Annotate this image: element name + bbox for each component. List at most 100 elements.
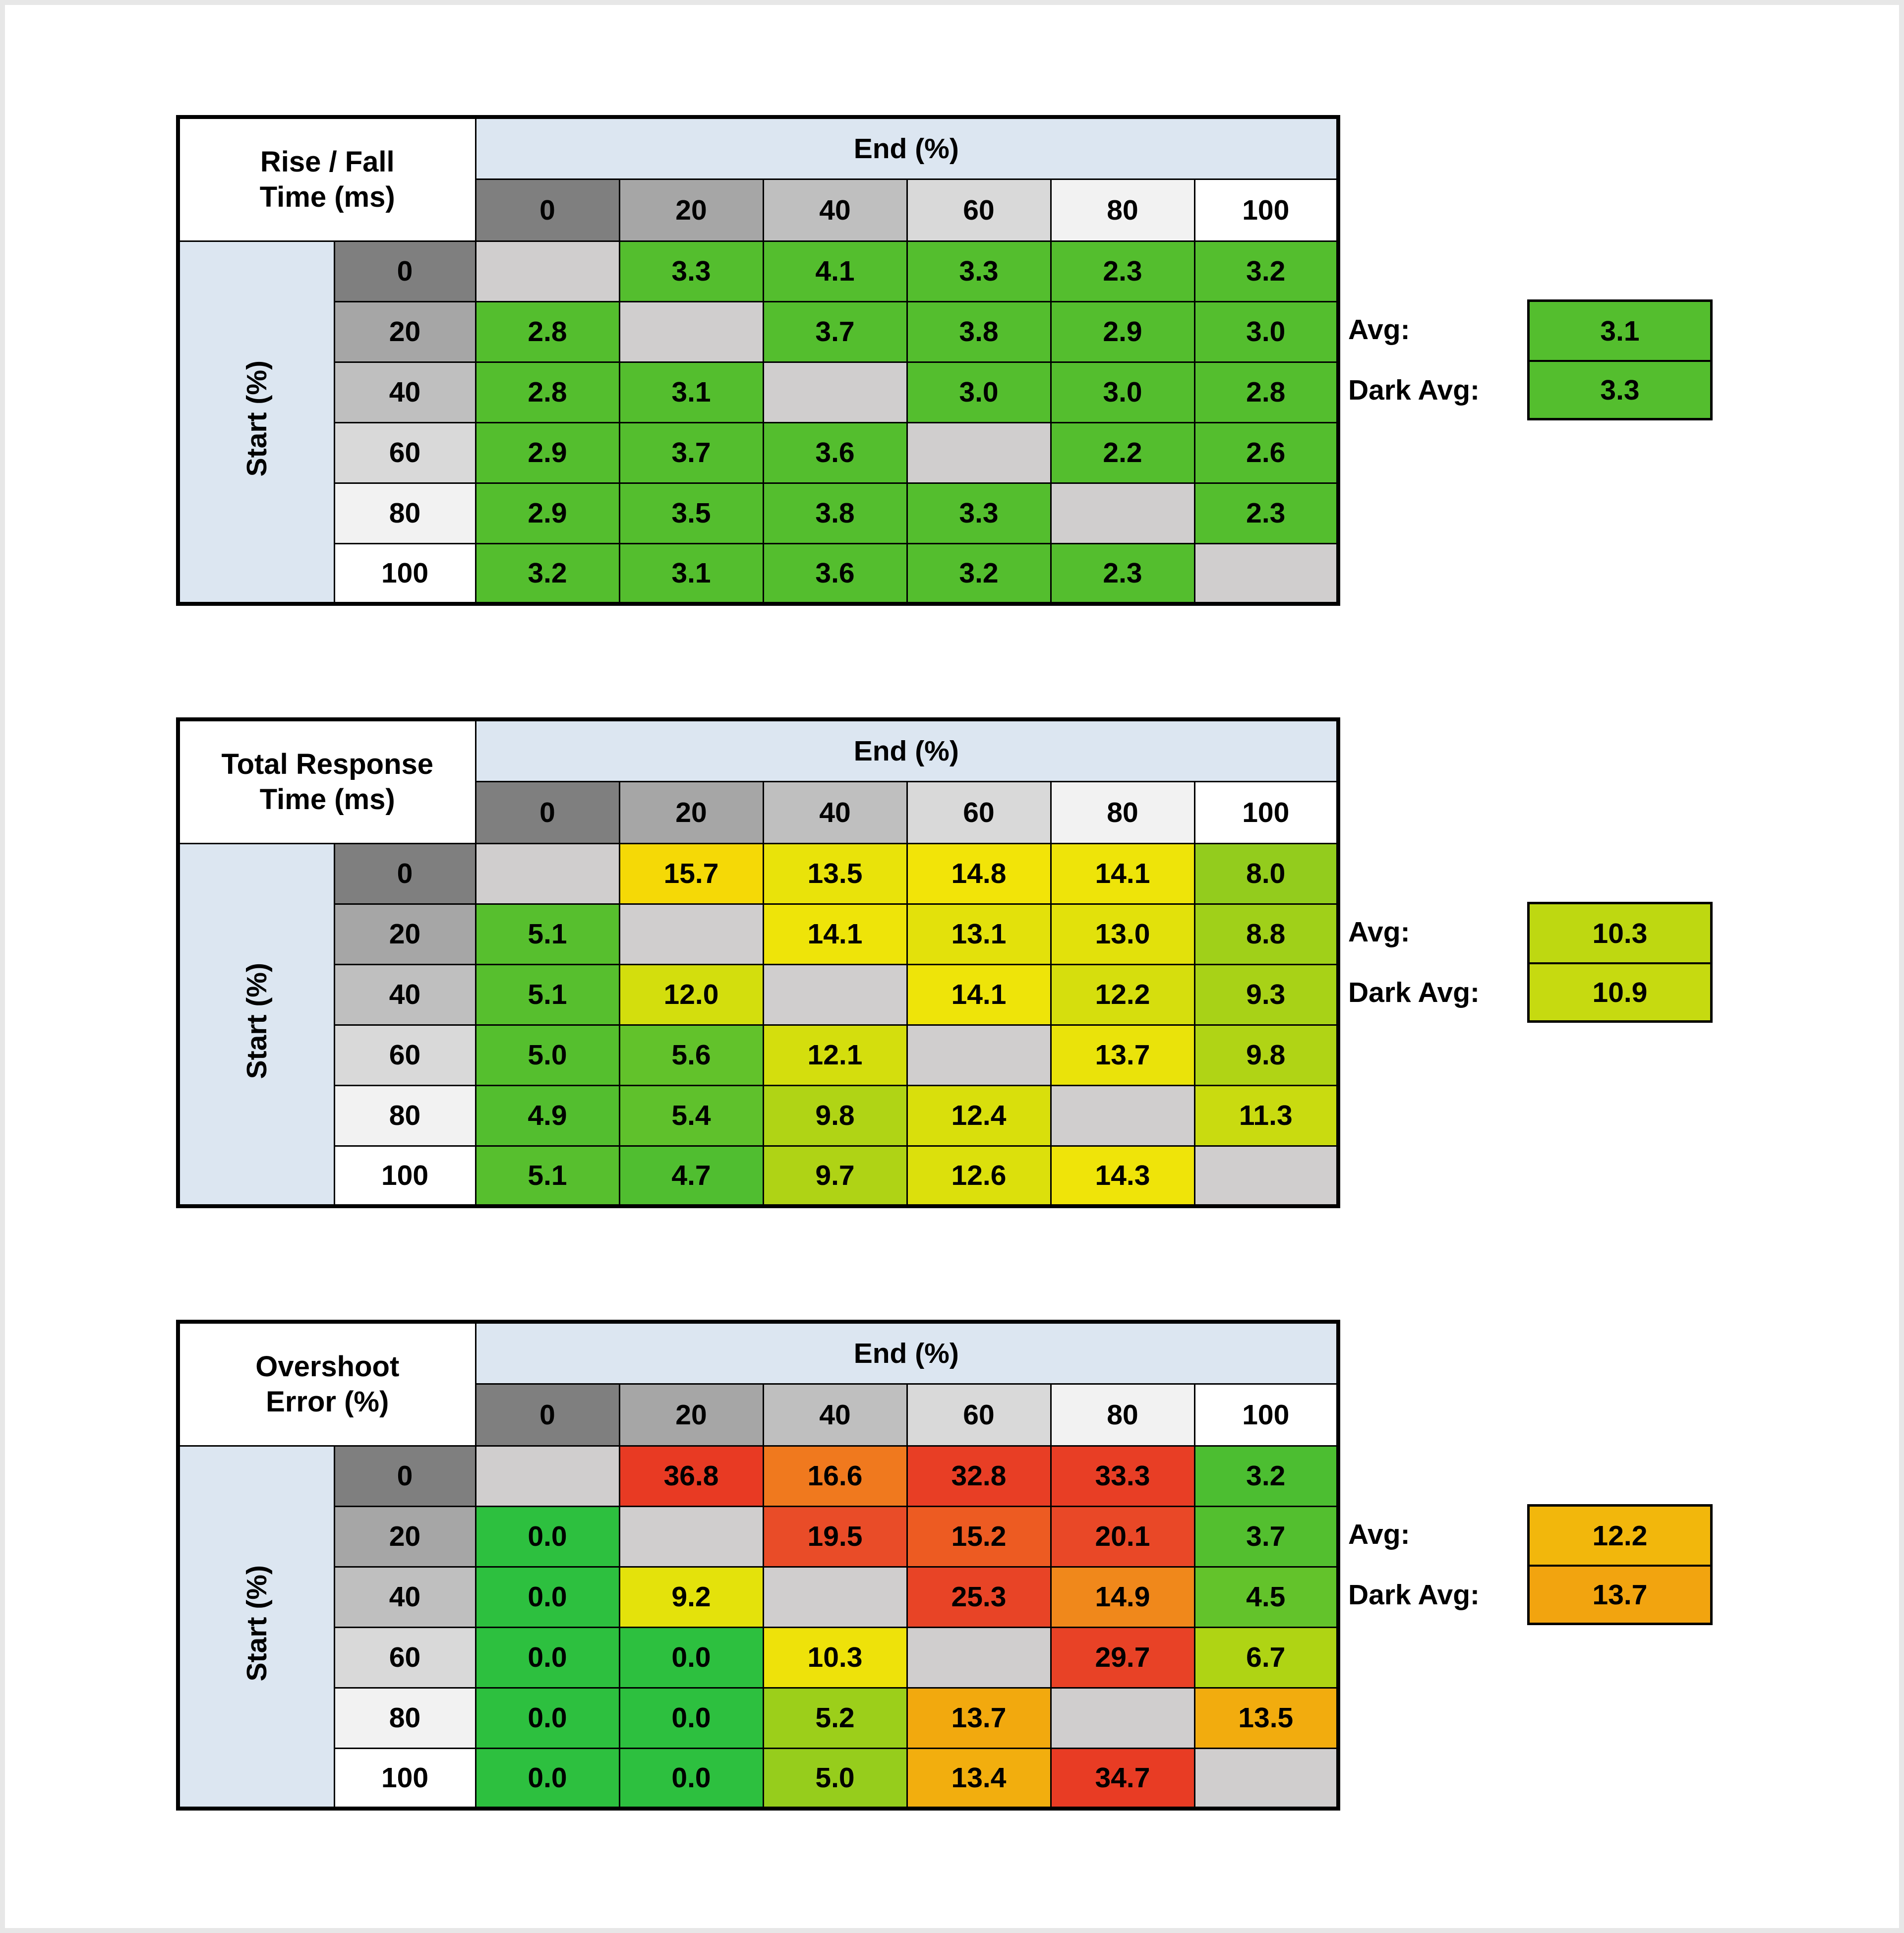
total-response-time-cell-0-60: 14.8 [906,842,1052,905]
rise-fall-time-cell-20-0: 2.8 [475,300,620,363]
overshoot-error-cell-40-0: 0.0 [475,1566,620,1628]
overshoot-error-cell-0-80: 33.3 [1050,1445,1195,1507]
overshoot-error-diagonal-60-60 [906,1626,1052,1689]
overshoot-error-cell-40-20: 9.2 [618,1566,764,1628]
total-response-time-cell-0-40: 13.5 [762,842,908,905]
end-header-20: 20 [618,780,764,844]
rise-fall-time-cell-0-80: 2.3 [1050,240,1195,302]
total-response-time-cell-60-100: 9.8 [1193,1024,1339,1086]
avg-label: Avg: [1348,314,1410,346]
rise-fall-time-cell-60-0: 2.9 [475,421,620,484]
end-header-20: 20 [618,1383,764,1447]
rise-fall-time-diagonal-0-0 [475,240,620,302]
total-response-time-cell-60-20: 5.6 [618,1024,764,1086]
overshoot-error-diagonal-40-40 [762,1566,908,1628]
rise-fall-time-cell-60-100: 2.6 [1193,421,1339,484]
rise-fall-time-diagonal-80-80 [1050,482,1195,544]
start-header-40: 40 [333,361,476,423]
overshoot-error-title-line-2: Error (%) [266,1386,389,1418]
rise-fall-time-diagonal-60-60 [906,421,1052,484]
rise-fall-time-cell-40-0: 2.8 [475,361,620,423]
end-header-80: 80 [1050,178,1195,242]
end-header-0: 0 [475,1383,620,1447]
total-response-time-cell-40-80: 12.2 [1050,963,1195,1026]
overshoot-error-avg-stack: 12.2 13.7 [1527,1504,1713,1625]
total-response-time-cell-20-40: 14.1 [762,903,908,965]
total-response-time-cell-80-60: 12.4 [906,1084,1052,1147]
rise-fall-time-cell-0-20: 3.3 [618,240,764,302]
total-response-table: Total Response Time (ms) End (%) 0 20 40 60 80 1… [176,717,1341,1208]
total-response-time-title-line-1: Total Response [221,748,434,781]
start-header-100: 100 [333,1747,476,1810]
end-axis-header: End (%) [475,1321,1339,1385]
start-axis-header: Start (%) [177,240,335,605]
rise-fall-time-cell-20-80: 2.9 [1050,300,1195,363]
overshoot-error-cell-0-100: 3.2 [1193,1445,1339,1507]
dark-avg-value-box: 13.7 [1530,1565,1710,1623]
total-response-time-title: Total Response Time (ms) [177,718,476,844]
rise-fall-time-cell-20-60: 3.8 [906,300,1052,363]
rise-fall-time-cell-40-20: 3.1 [618,361,764,423]
end-header-100: 100 [1193,780,1339,844]
start-header-100: 100 [333,1145,476,1207]
total-response-time-cell-80-40: 9.8 [762,1084,908,1147]
overshoot-error-cell-0-20: 36.8 [618,1445,764,1507]
rise-fall-time-cell-60-20: 3.7 [618,421,764,484]
total-response-time-cell-40-0: 5.1 [475,963,620,1026]
rise-fall-time-title-line-2: Time (ms) [259,181,395,214]
total-response-time-cell-80-0: 4.9 [475,1084,620,1147]
total-response-time-cell-40-60: 14.1 [906,963,1052,1026]
end-header-100: 100 [1193,178,1339,242]
rise-fall-time-diagonal-100-100 [1193,542,1339,605]
total-response-time-cell-100-60: 12.6 [906,1145,1052,1207]
overshoot-error-title-line-1: Overshoot [255,1350,400,1383]
dark-avg-label: Dark Avg: [1348,1579,1480,1611]
overshoot-error-cell-40-80: 14.9 [1050,1566,1195,1628]
end-header-40: 40 [762,178,908,242]
overshoot-error-title: Overshoot Error (%) [177,1321,476,1447]
start-header-60: 60 [333,421,476,484]
overshoot-error-cell-20-0: 0.0 [475,1505,620,1568]
start-header-80: 80 [333,482,476,544]
avg-value-box: 10.3 [1530,904,1710,962]
overshoot-error-cell-0-60: 32.8 [906,1445,1052,1507]
rise-fall-time-cell-80-100: 2.3 [1193,482,1339,544]
rise-fall-time-avg-stack: 3.1 3.3 [1527,299,1713,420]
end-axis-header: End (%) [475,116,1339,180]
start-header-60: 60 [333,1626,476,1689]
overshoot-error-cell-60-100: 6.7 [1193,1626,1339,1689]
total-response-time-cell-20-0: 5.1 [475,903,620,965]
start-header-20: 20 [333,903,476,965]
rise-fall-time-cell-100-0: 3.2 [475,542,620,605]
total-response-time-cell-100-0: 5.1 [475,1145,620,1207]
total-response-time-cell-100-80: 14.3 [1050,1145,1195,1207]
overshoot-error-cell-100-20: 0.0 [618,1747,764,1810]
end-header-0: 0 [475,780,620,844]
rise-fall-time-cell-100-60: 3.2 [906,542,1052,605]
rise-fall-table: Rise / Fall Time (ms) End (%) 0 20 40 60 80 100 S… [176,115,1341,606]
overshoot-error-cell-60-0: 0.0 [475,1626,620,1689]
overshoot-table: Overshoot Error (%) End (%) 0 20 40 60 80 100 Sta… [176,1320,1341,1811]
overshoot-error-cell-100-0: 0.0 [475,1747,620,1810]
start-axis-label: Start (%) [240,1565,273,1681]
end-axis-header: End (%) [475,718,1339,782]
rise-fall-time-cell-100-40: 3.6 [762,542,908,605]
start-header-100: 100 [333,542,476,605]
start-header-0: 0 [333,1445,476,1507]
rise-fall-time-diagonal-20-20 [618,300,764,363]
start-header-20: 20 [333,300,476,363]
overshoot-error-diagonal-100-100 [1193,1747,1339,1810]
dark-avg-label: Dark Avg: [1348,374,1480,406]
avg-value-box: 12.2 [1530,1507,1710,1565]
total-response-time-cell-20-100: 8.8 [1193,903,1339,965]
overshoot-error-diagonal-20-20 [618,1505,764,1568]
overshoot-error-cell-100-60: 13.4 [906,1747,1052,1810]
total-response-time-diagonal-60-60 [906,1024,1052,1086]
rise-fall-block: Rise / Fall Time (ms) End (%) 0 20 40 60 80 100 S… [176,115,1892,606]
overshoot-error-diagonal-80-80 [1050,1687,1195,1749]
rise-fall-time-cell-40-80: 3.0 [1050,361,1195,423]
start-header-40: 40 [333,1566,476,1628]
rise-fall-time-cell-80-20: 3.5 [618,482,764,544]
total-response-time-cell-0-80: 14.1 [1050,842,1195,905]
start-header-40: 40 [333,963,476,1026]
